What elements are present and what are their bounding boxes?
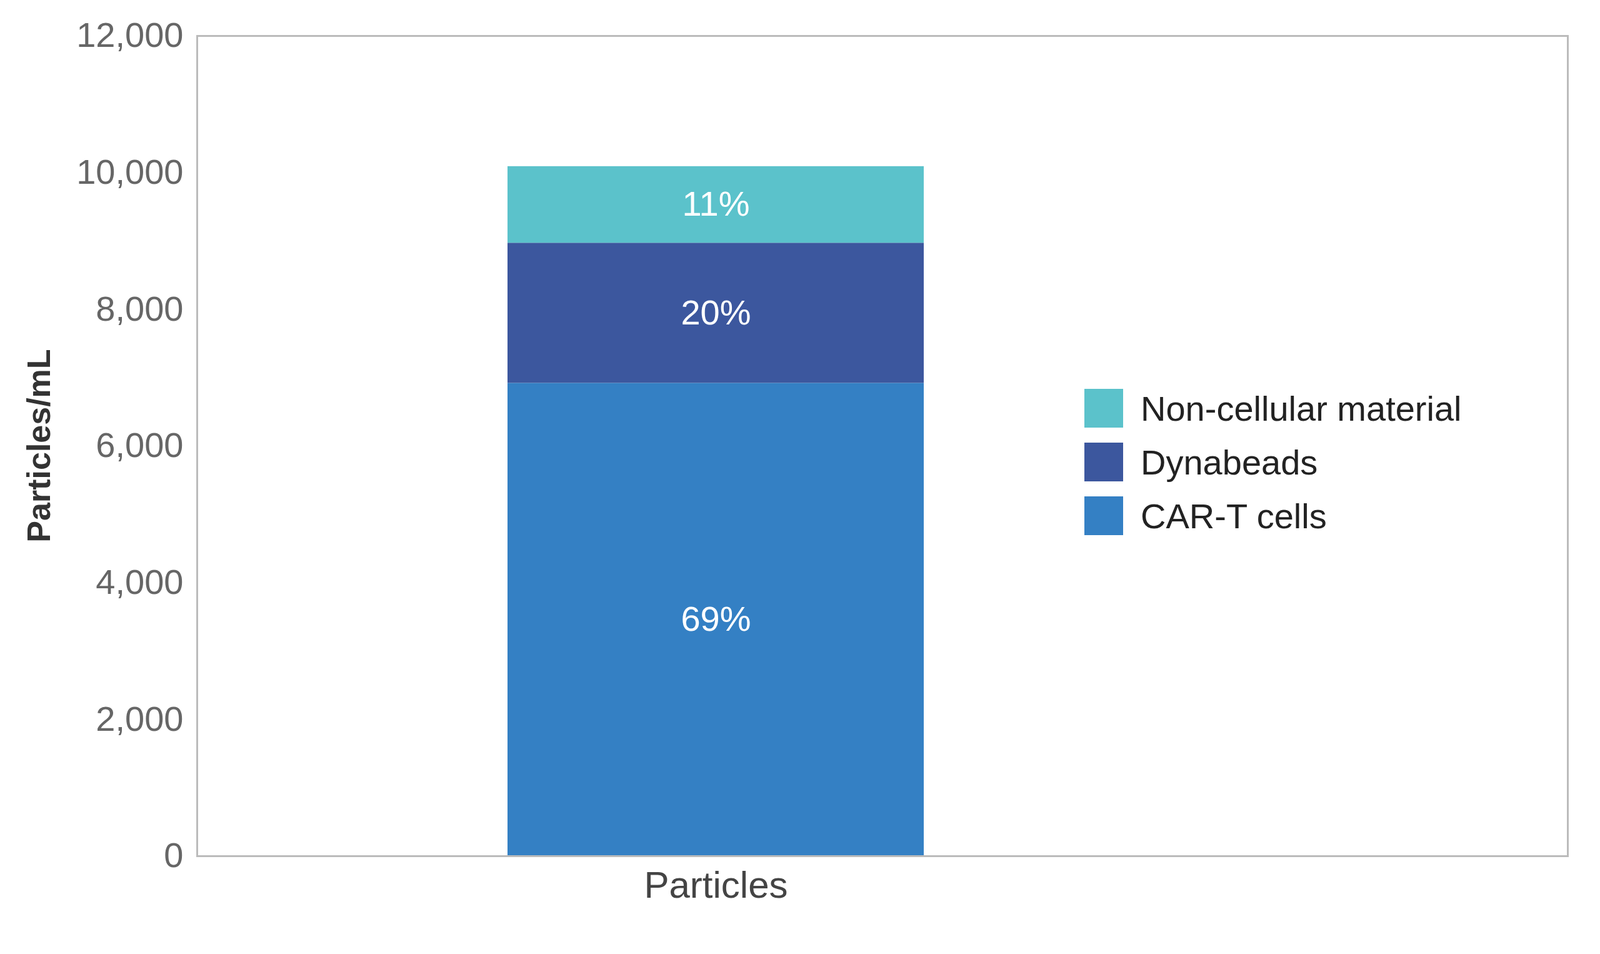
svg-text:12,000: 12,000 [76,15,184,55]
html-text:Particles/mL: Particles/mL [20,349,57,543]
svg-text:20%: 20% [680,292,751,332]
html-text:Non-cellular material: Non-cellular material [1140,388,1462,428]
svg-text:8,000: 8,000 [95,288,184,329]
svg-text:69%: 69% [680,598,751,639]
svg-text:2,000: 2,000 [95,698,184,739]
html-text:Dynabeads: Dynabeads [1140,442,1318,482]
svg-text:10,000: 10,000 [76,151,184,192]
svg-text:4,000: 4,000 [95,561,184,602]
svg-text:11%: 11% [682,183,750,224]
svg-text:6,000: 6,000 [95,425,184,465]
html-text:CAR-T cells: CAR-T cells [1140,495,1327,536]
svg-text:0: 0 [163,835,184,875]
svg-text:Particles: Particles [643,863,788,906]
